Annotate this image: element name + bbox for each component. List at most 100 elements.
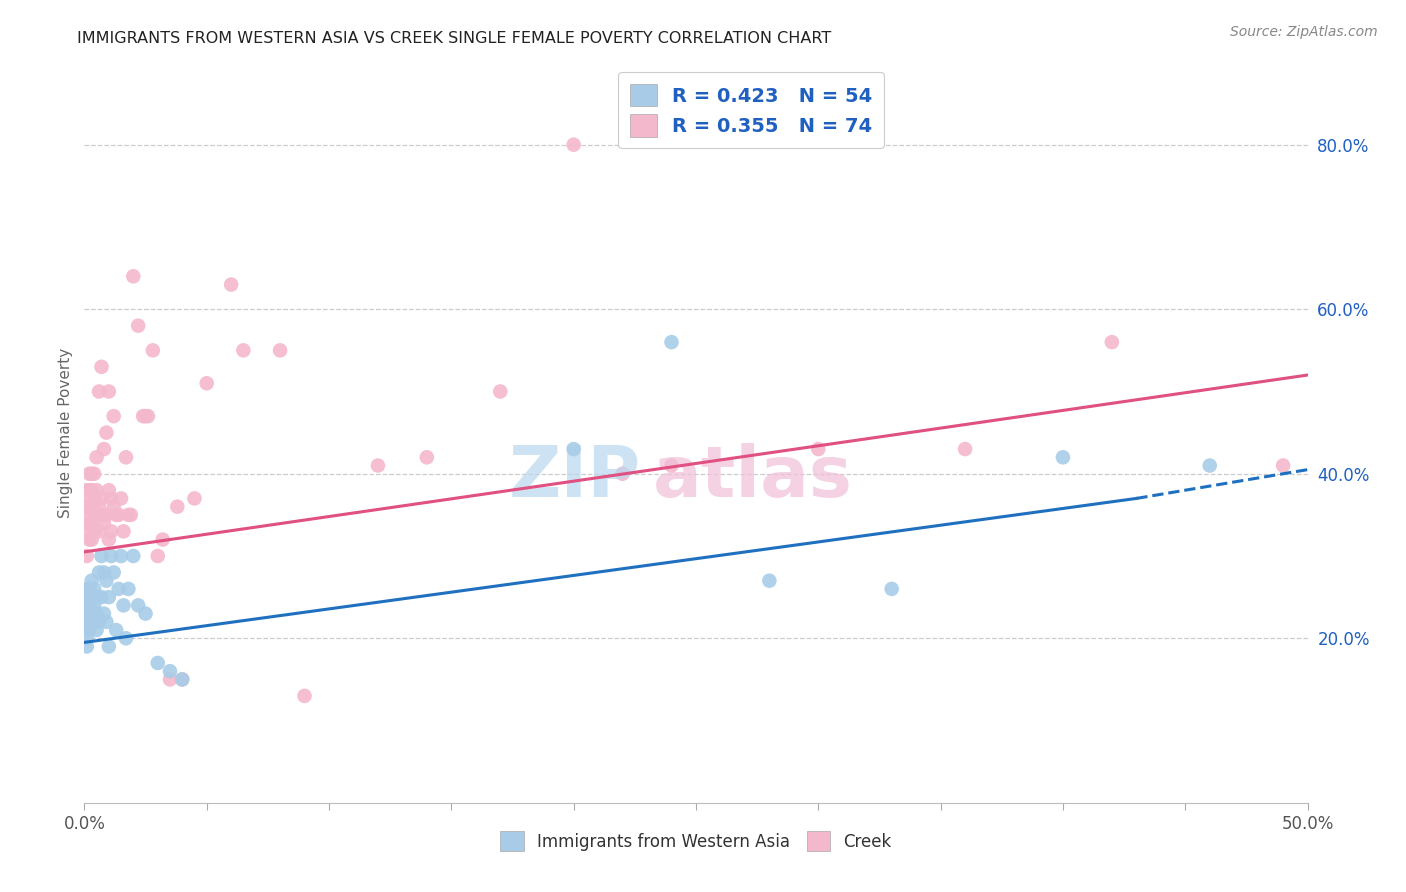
Point bbox=[93, 442, 115, 456]
Point bbox=[93, 566, 115, 580]
Point bbox=[83, 615, 105, 629]
Point bbox=[97, 384, 120, 399]
Point bbox=[172, 673, 194, 687]
Point bbox=[83, 524, 105, 539]
Point bbox=[135, 409, 157, 424]
Point bbox=[87, 384, 110, 399]
Point bbox=[97, 483, 120, 498]
Point bbox=[103, 500, 125, 514]
Point bbox=[76, 549, 98, 563]
Point bbox=[90, 549, 112, 563]
Point bbox=[87, 566, 110, 580]
Point bbox=[93, 607, 115, 621]
Point bbox=[97, 640, 120, 654]
Point bbox=[96, 574, 118, 588]
Point bbox=[661, 458, 683, 473]
Point bbox=[77, 590, 100, 604]
Point bbox=[115, 632, 138, 646]
Point bbox=[100, 524, 122, 539]
Point bbox=[269, 343, 291, 358]
Point bbox=[76, 623, 98, 637]
Point bbox=[83, 582, 105, 596]
Point bbox=[86, 450, 108, 465]
Point bbox=[76, 607, 98, 621]
Point bbox=[77, 623, 100, 637]
Text: IMMIGRANTS FROM WESTERN ASIA VS CREEK SINGLE FEMALE POVERTY CORRELATION CHART: IMMIGRANTS FROM WESTERN ASIA VS CREEK SI… bbox=[77, 31, 831, 46]
Point bbox=[115, 450, 138, 465]
Point bbox=[367, 458, 389, 473]
Point bbox=[1052, 450, 1074, 465]
Point bbox=[120, 508, 142, 522]
Point bbox=[96, 425, 118, 440]
Point bbox=[76, 590, 98, 604]
Point bbox=[77, 615, 100, 629]
Point bbox=[76, 483, 98, 498]
Point bbox=[195, 376, 218, 391]
Point bbox=[112, 524, 135, 539]
Point bbox=[166, 500, 188, 514]
Point bbox=[105, 623, 128, 637]
Point bbox=[232, 343, 254, 358]
Point bbox=[76, 599, 98, 613]
Point bbox=[83, 599, 105, 613]
Point bbox=[489, 384, 512, 399]
Text: ZIP: ZIP bbox=[509, 442, 641, 511]
Point bbox=[77, 582, 100, 596]
Text: atlas: atlas bbox=[654, 442, 853, 511]
Point bbox=[83, 491, 105, 506]
Point bbox=[87, 500, 110, 514]
Point bbox=[77, 533, 100, 547]
Point bbox=[87, 524, 110, 539]
Point bbox=[110, 491, 132, 506]
Point bbox=[96, 508, 118, 522]
Point bbox=[135, 607, 157, 621]
Point bbox=[100, 491, 122, 506]
Point bbox=[76, 615, 98, 629]
Point bbox=[86, 590, 108, 604]
Point bbox=[80, 533, 103, 547]
Point bbox=[76, 632, 98, 646]
Point bbox=[172, 673, 194, 687]
Point bbox=[159, 664, 181, 678]
Point bbox=[86, 623, 108, 637]
Point bbox=[112, 599, 135, 613]
Point bbox=[146, 549, 169, 563]
Point bbox=[90, 508, 112, 522]
Point bbox=[107, 582, 129, 596]
Point bbox=[110, 549, 132, 563]
Point bbox=[77, 607, 100, 621]
Point bbox=[97, 590, 120, 604]
Point bbox=[90, 491, 112, 506]
Point bbox=[86, 483, 108, 498]
Point bbox=[76, 524, 98, 539]
Point bbox=[103, 566, 125, 580]
Point bbox=[807, 442, 830, 456]
Point bbox=[83, 508, 105, 522]
Point bbox=[127, 318, 149, 333]
Point bbox=[122, 549, 145, 563]
Point bbox=[136, 409, 159, 424]
Point bbox=[562, 442, 585, 456]
Point bbox=[107, 508, 129, 522]
Point bbox=[76, 491, 98, 506]
Point bbox=[122, 269, 145, 284]
Point bbox=[127, 599, 149, 613]
Point bbox=[76, 508, 98, 522]
Point bbox=[77, 500, 100, 514]
Point bbox=[77, 599, 100, 613]
Point bbox=[1272, 458, 1295, 473]
Point bbox=[80, 483, 103, 498]
Point bbox=[80, 590, 103, 604]
Point bbox=[294, 689, 316, 703]
Point bbox=[77, 483, 100, 498]
Point bbox=[96, 615, 118, 629]
Point bbox=[758, 574, 780, 588]
Point bbox=[142, 343, 165, 358]
Point bbox=[83, 467, 105, 481]
Point bbox=[80, 516, 103, 530]
Point bbox=[90, 590, 112, 604]
Point bbox=[562, 137, 585, 152]
Point bbox=[80, 500, 103, 514]
Point bbox=[80, 615, 103, 629]
Point bbox=[77, 516, 100, 530]
